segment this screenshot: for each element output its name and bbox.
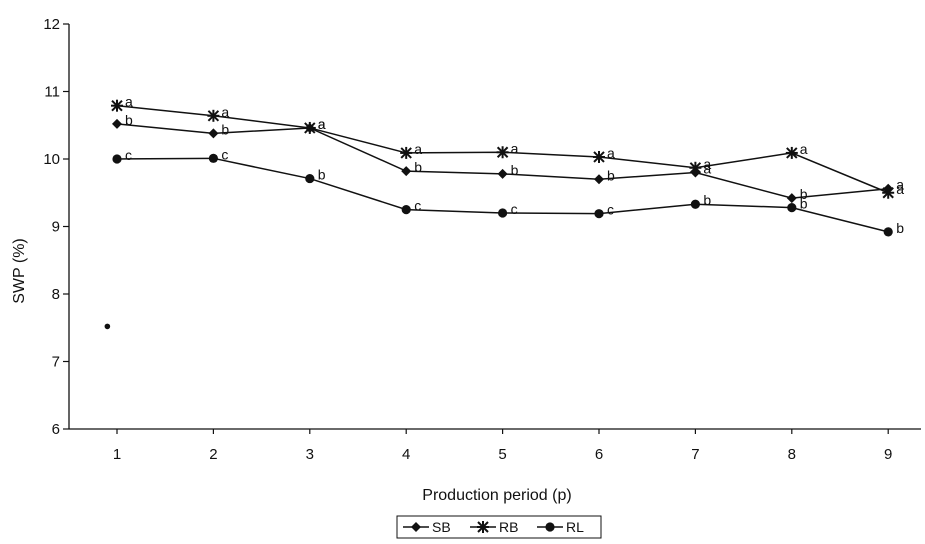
- point-label-rl: b: [703, 192, 711, 208]
- point-label-sb: b: [800, 186, 808, 202]
- point-label-rb: a: [896, 181, 904, 197]
- x-tick-label: 2: [209, 446, 217, 463]
- point-label-rl: b: [896, 220, 904, 236]
- x-tick-label: 6: [595, 446, 603, 463]
- legend-box: [396, 515, 602, 539]
- y-tick-label: 8: [52, 286, 60, 303]
- point-rb: [207, 109, 220, 122]
- point-label-rl: c: [511, 201, 518, 217]
- point-label-rl: c: [125, 147, 132, 163]
- series-line-sb: [116, 123, 889, 199]
- point-rl: [305, 173, 315, 184]
- point-label-sb: b: [511, 162, 519, 178]
- point-sb: [497, 168, 508, 179]
- point-sb: [112, 118, 122, 129]
- point-rb: [111, 99, 123, 112]
- point-rb: [882, 186, 895, 199]
- point-rl: [401, 205, 411, 215]
- point-label-rl: b: [800, 196, 808, 212]
- point-rl: [594, 209, 604, 219]
- point-label-rb: a: [318, 116, 326, 132]
- legend-marker-rl: [545, 522, 555, 532]
- point-rl: [112, 154, 122, 164]
- point-rb: [303, 121, 316, 134]
- point-label-rb: a: [607, 145, 615, 161]
- x-tick-label: 9: [884, 446, 892, 463]
- x-tick-label: 3: [306, 446, 314, 463]
- point-label-rb: a: [511, 140, 519, 156]
- y-axis-title: SWP (%): [11, 238, 28, 303]
- point-rb: [496, 146, 509, 159]
- point-sb: [594, 174, 604, 185]
- legend-label-rb: RB: [499, 519, 518, 535]
- x-axis-title: Production period (p): [422, 487, 571, 504]
- point-sb: [208, 128, 219, 139]
- point-sb: [786, 193, 797, 204]
- point-label-rb: a: [414, 141, 422, 157]
- x-tick-label: 1: [113, 446, 121, 463]
- legend-marker-sb: [411, 522, 421, 532]
- y-tick-label: 12: [43, 16, 60, 33]
- point-label-rb: a: [800, 141, 808, 157]
- y-tick-label: 10: [43, 151, 60, 168]
- point-rb: [400, 146, 413, 159]
- legend: SB RB RL: [396, 515, 602, 539]
- y-tick-label: 7: [52, 354, 60, 371]
- point-label-rb: a: [703, 156, 711, 172]
- point-rl: [208, 153, 218, 163]
- point-label-sb: b: [221, 121, 229, 137]
- point-label-sb: b: [414, 159, 422, 175]
- point-label-sb: a: [703, 161, 711, 177]
- point-label-sb: a: [896, 177, 904, 193]
- point-rb: [689, 161, 702, 174]
- legend-label-sb: SB: [432, 519, 451, 535]
- point-sb: [401, 166, 412, 177]
- point-rl: [690, 199, 701, 209]
- point-rb: [593, 150, 605, 163]
- stray-point: [104, 323, 111, 330]
- point-label-sb: a: [318, 116, 326, 132]
- x-tick-label: 5: [498, 446, 506, 463]
- y-tick-label: 6: [52, 421, 60, 438]
- point-label-sb: b: [125, 112, 133, 128]
- point-label-rl: c: [221, 146, 228, 162]
- point-rb: [785, 146, 798, 159]
- point-label-rl: c: [607, 202, 614, 218]
- x-tick-label: 8: [788, 446, 796, 463]
- y-tick-label: 9: [52, 219, 60, 236]
- point-label-sb: b: [607, 167, 615, 183]
- point-rl: [787, 203, 797, 213]
- y-tick-label: 11: [44, 84, 60, 101]
- point-label-rb: a: [125, 94, 133, 110]
- point-rl: [883, 227, 893, 237]
- legend-marker-rb: [477, 521, 489, 533]
- point-rl: [498, 208, 508, 218]
- x-tick-label: 7: [691, 446, 699, 463]
- point-label-rl: b: [318, 167, 326, 183]
- x-tick-label: 4: [402, 446, 410, 463]
- point-label-rl: c: [414, 198, 421, 214]
- legend-label-rl: RL: [566, 519, 584, 535]
- series-markers: [104, 99, 895, 330]
- point-label-rb: a: [221, 104, 229, 120]
